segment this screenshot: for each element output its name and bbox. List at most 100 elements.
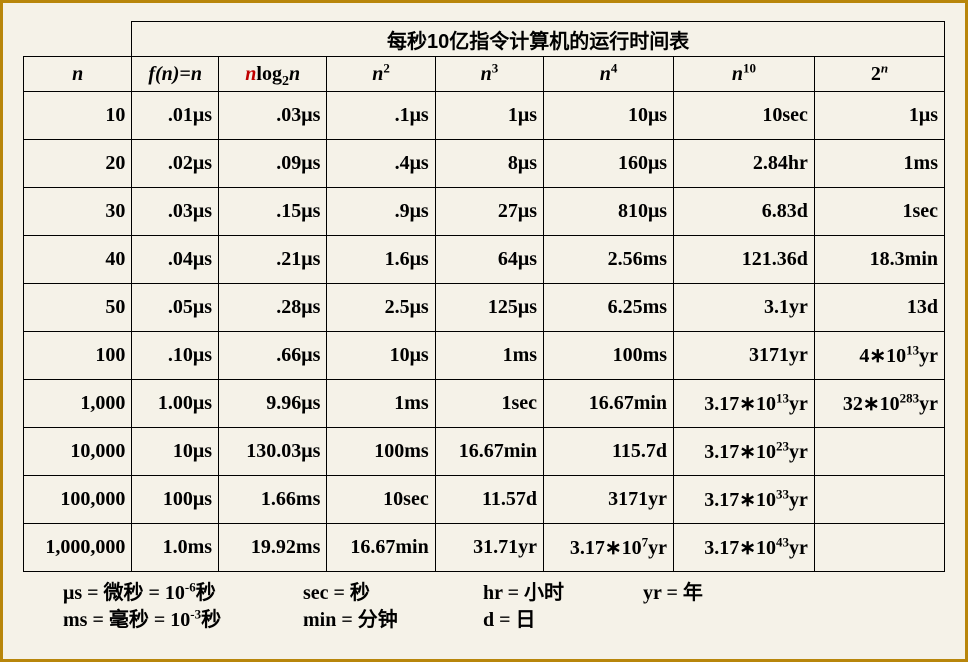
cell-n10: 3.1yr [674,284,815,332]
legend-item: yr = 年 [643,580,763,607]
legend-item: min = 分钟 [303,607,483,634]
cell-n2: .4μs [327,140,435,188]
cell-n3: 8μs [435,140,543,188]
table-head: 每秒10亿指令计算机的运行时间表 n f(n)=n nlog2n n2 n3 n… [24,22,945,92]
cell-n4: 3.17∗107yr [544,524,674,572]
table-row: 1,000,0001.0ms19.92ms16.67min31.71yr3.17… [24,524,945,572]
cell-n2: 2.5μs [327,284,435,332]
cell-n: 50 [24,284,132,332]
cell-n2: 10sec [327,476,435,524]
cell-n: 10 [24,92,132,140]
table-row: 40.04μs.21μs1.6μs64μs2.56ms121.36d18.3mi… [24,236,945,284]
cell-n3: 27μs [435,188,543,236]
title-row: 每秒10亿指令计算机的运行时间表 [24,22,945,57]
table-row: 50.05μs.28μs2.5μs125μs6.25ms3.1yr13d [24,284,945,332]
slide-frame: 每秒10亿指令计算机的运行时间表 n f(n)=n nlog2n n2 n3 n… [0,0,968,662]
legend-row: ms = 毫秒 = 10-3秒min = 分钟d = 日 [63,607,945,634]
cell-2n: 1sec [814,188,944,236]
cell-fn: 100μs [132,476,219,524]
legend-item: ms = 毫秒 = 10-3秒 [63,607,303,634]
cell-nlogn: .66μs [219,332,327,380]
legend-item: μs = 微秒 = 10-6秒 [63,580,303,607]
cell-nlogn: .21μs [219,236,327,284]
cell-n2: 10μs [327,332,435,380]
cell-fn: .02μs [132,140,219,188]
cell-n2: .1μs [327,92,435,140]
cell-n4: 3171yr [544,476,674,524]
table-row: 10,00010μs130.03μs100ms16.67min115.7d3.1… [24,428,945,476]
cell-fn: .10μs [132,332,219,380]
cell-fn: 1.0ms [132,524,219,572]
cell-n10: 3.17∗1023yr [674,428,815,476]
legend-item: d = 日 [483,607,643,634]
cell-n10: 2.84hr [674,140,815,188]
cell-n10: 3.17∗1013yr [674,380,815,428]
cell-nlogn: .09μs [219,140,327,188]
cell-n4: 10μs [544,92,674,140]
cell-n2: 1ms [327,380,435,428]
cell-fn: 1.00μs [132,380,219,428]
cell-n10: 3.17∗1043yr [674,524,815,572]
cell-n4: 16.67min [544,380,674,428]
cell-2n: 4∗1013yr [814,332,944,380]
cell-nlogn: 1.66ms [219,476,327,524]
cell-2n: 13d [814,284,944,332]
cell-n: 10,000 [24,428,132,476]
cell-n3: 31.71yr [435,524,543,572]
cell-fn: .05μs [132,284,219,332]
cell-n4: 810μs [544,188,674,236]
header-n10: n10 [674,57,815,92]
cell-2n: 1μs [814,92,944,140]
table-title: 每秒10亿指令计算机的运行时间表 [132,22,945,57]
cell-nlogn: 9.96μs [219,380,327,428]
cell-n10: 3171yr [674,332,815,380]
cell-n3: 125μs [435,284,543,332]
legend-row: μs = 微秒 = 10-6秒sec = 秒hr = 小时yr = 年 [63,580,945,607]
header-row: n f(n)=n nlog2n n2 n3 n4 n10 2n [24,57,945,92]
header-2n: 2n [814,57,944,92]
cell-n: 1,000,000 [24,524,132,572]
header-n4: n4 [544,57,674,92]
cell-2n: 32∗10283yr [814,380,944,428]
header-n3: n3 [435,57,543,92]
header-nlogn: nlog2n [219,57,327,92]
table-row: 20.02μs.09μs.4μs8μs160μs2.84hr1ms [24,140,945,188]
cell-n2: 1.6μs [327,236,435,284]
cell-fn: .03μs [132,188,219,236]
cell-nlogn: 19.92ms [219,524,327,572]
cell-n2: 16.67min [327,524,435,572]
cell-2n: 18.3min [814,236,944,284]
cell-n4: 100ms [544,332,674,380]
cell-n3: 11.57d [435,476,543,524]
cell-n3: 16.67min [435,428,543,476]
cell-n2: .9μs [327,188,435,236]
cell-n3: 64μs [435,236,543,284]
cell-n10: 6.83d [674,188,815,236]
cell-nlogn: .03μs [219,92,327,140]
cell-n4: 115.7d [544,428,674,476]
cell-2n: 1ms [814,140,944,188]
cell-n3: 1ms [435,332,543,380]
cell-2n [814,524,944,572]
runtime-table: 每秒10亿指令计算机的运行时间表 n f(n)=n nlog2n n2 n3 n… [23,21,945,572]
cell-n: 30 [24,188,132,236]
table-row: 10.01μs.03μs.1μs1μs10μs10sec1μs [24,92,945,140]
header-n2: n2 [327,57,435,92]
legend-item: hr = 小时 [483,580,643,607]
cell-n10: 10sec [674,92,815,140]
table-row: 100,000100μs1.66ms10sec11.57d3171yr3.17∗… [24,476,945,524]
cell-2n [814,428,944,476]
table-row: 30.03μs.15μs.9μs27μs810μs6.83d1sec [24,188,945,236]
cell-fn: .01μs [132,92,219,140]
cell-n4: 2.56ms [544,236,674,284]
table-row: 100.10μs.66μs10μs1ms100ms3171yr4∗1013yr [24,332,945,380]
cell-fn: 10μs [132,428,219,476]
cell-n: 100,000 [24,476,132,524]
cell-n3: 1sec [435,380,543,428]
cell-nlogn: .15μs [219,188,327,236]
header-fn: f(n)=n [132,57,219,92]
cell-2n [814,476,944,524]
cell-n10: 3.17∗1033yr [674,476,815,524]
cell-n: 100 [24,332,132,380]
cell-nlogn: 130.03μs [219,428,327,476]
